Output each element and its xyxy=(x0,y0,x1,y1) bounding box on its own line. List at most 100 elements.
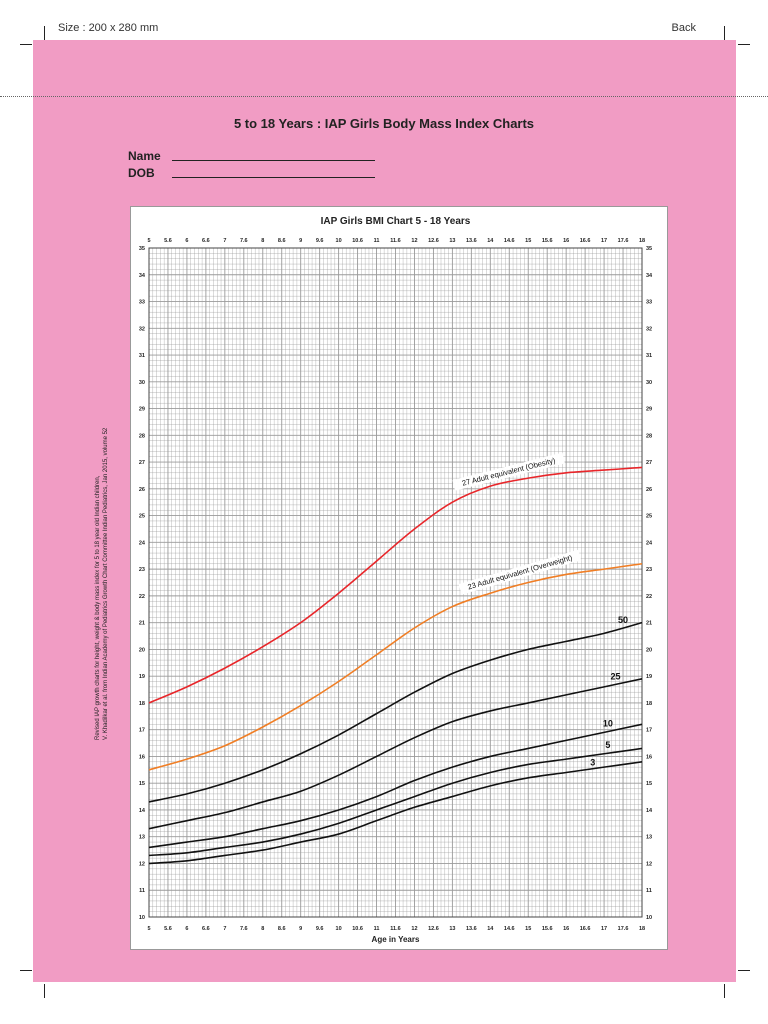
y-tick-label: 19 xyxy=(646,674,652,680)
y-tick-label: 14 xyxy=(646,808,653,814)
y-tick-label: 11 xyxy=(139,888,145,894)
series-label-background xyxy=(458,549,582,595)
y-tick-label: 18 xyxy=(646,701,652,707)
x-tick-label: 13.6 xyxy=(466,238,477,244)
plot-border xyxy=(148,247,643,918)
y-tick-label: 25 xyxy=(646,514,652,520)
y-tick-label: 27 xyxy=(139,460,145,466)
x-tick-label: 7 xyxy=(223,926,226,932)
x-tick-label: 15.6 xyxy=(542,926,553,932)
y-tick-label: 10 xyxy=(139,915,145,921)
y-tick-label: 26 xyxy=(139,487,145,493)
x-tick-label: 11.6 xyxy=(390,926,400,932)
y-tick-label: 31 xyxy=(646,353,652,359)
dob-label: DOB xyxy=(128,166,155,180)
x-tick-label: 6.6 xyxy=(202,926,210,932)
y-tick-label: 16 xyxy=(646,754,652,760)
x-tick-label: 10 xyxy=(336,238,342,244)
x-tick-label: 6 xyxy=(185,238,188,244)
page-size-label: Size : 200 x 280 mm xyxy=(58,22,159,34)
x-tick-label: 16 xyxy=(563,238,569,244)
crop-mark-top-right xyxy=(724,26,725,40)
chart-title: IAP Girls BMI Chart 5 - 18 Years xyxy=(321,216,471,227)
crop-mark-top-left xyxy=(44,26,45,40)
y-tick-label: 10 xyxy=(646,915,652,921)
y-tick-label: 20 xyxy=(646,647,652,653)
x-tick-label: 14 xyxy=(487,926,494,932)
y-tick-label: 12 xyxy=(646,861,652,867)
x-tick-label: 10.6 xyxy=(352,926,363,932)
x-tick-label: 5 xyxy=(147,926,150,932)
source-citation-line1: Revised IAP growth charts for height, we… xyxy=(95,475,101,740)
y-tick-label: 23 xyxy=(646,567,652,573)
y-tick-label: 23 xyxy=(139,567,145,573)
y-tick-label: 29 xyxy=(139,407,145,413)
back-link[interactable]: Back xyxy=(671,22,696,34)
y-tick-label: 25 xyxy=(139,514,145,520)
y-tick-label: 29 xyxy=(646,407,652,413)
dob-field[interactable] xyxy=(172,177,375,178)
crop-mark-bottom-left xyxy=(44,984,45,998)
x-tick-label: 8.6 xyxy=(278,238,286,244)
x-tick-label: 9 xyxy=(299,238,302,244)
y-tick-label: 11 xyxy=(646,888,652,894)
x-tick-label: 15 xyxy=(525,926,531,932)
series-label: 10 xyxy=(603,719,613,729)
x-tick-label: 9 xyxy=(299,926,302,932)
series-label: 5 xyxy=(605,740,610,750)
y-tick-label: 18 xyxy=(139,701,145,707)
y-tick-label: 30 xyxy=(139,380,145,386)
x-tick-label: 13 xyxy=(449,238,455,244)
x-tick-label: 5.6 xyxy=(164,238,172,244)
bmi-chart: IAP Girls BMI Chart 5 - 18 Years Age in Y… xyxy=(139,216,653,944)
y-tick-label: 32 xyxy=(139,326,145,332)
x-tick-label: 12 xyxy=(411,238,417,244)
x-tick-label: 15 xyxy=(525,238,531,244)
y-tick-label: 20 xyxy=(139,647,145,653)
x-tick-label: 7 xyxy=(223,238,226,244)
y-tick-label: 21 xyxy=(646,621,652,627)
source-citation-line2: V. Khadilkar et al. from Indian Academy … xyxy=(103,427,109,740)
x-tick-label: 7.6 xyxy=(240,238,248,244)
x-tick-label: 17.6 xyxy=(618,926,629,932)
y-tick-label: 13 xyxy=(646,835,652,841)
x-tick-label: 13 xyxy=(449,926,455,932)
x-tick-label: 12.6 xyxy=(428,926,439,932)
x-tick-label: 6 xyxy=(185,926,188,932)
y-tick-label: 28 xyxy=(139,433,145,439)
chart-panel: IAP Girls BMI Chart 5 - 18 Years Age in Y… xyxy=(130,206,668,950)
y-tick-label: 22 xyxy=(139,594,145,600)
source-citation: Revised IAP growth charts for height, we… xyxy=(94,428,110,740)
series-line xyxy=(148,747,643,857)
y-tick-label: 35 xyxy=(139,246,145,252)
x-tick-label: 8.6 xyxy=(278,926,286,932)
series-line xyxy=(148,466,643,704)
x-tick-label: 5.6 xyxy=(164,926,172,932)
y-tick-label: 21 xyxy=(139,621,145,627)
series-line xyxy=(148,621,643,803)
series-label: 3 xyxy=(590,758,595,768)
y-tick-label: 28 xyxy=(646,433,652,439)
x-tick-label: 12.6 xyxy=(428,238,439,244)
x-tick-label: 7.6 xyxy=(240,926,248,932)
y-tick-label: 13 xyxy=(139,835,145,841)
y-tick-label: 12 xyxy=(139,861,145,867)
x-tick-label: 9.6 xyxy=(316,238,324,244)
y-tick-label: 33 xyxy=(646,300,652,306)
x-tick-label: 8 xyxy=(261,238,264,244)
x-tick-label: 18 xyxy=(639,238,645,244)
x-tick-label: 5 xyxy=(147,238,150,244)
crop-mark-left-bottom xyxy=(20,970,32,971)
y-tick-label: 27 xyxy=(646,460,652,466)
series-label: 50 xyxy=(618,615,628,625)
x-tick-label: 16.6 xyxy=(580,238,591,244)
series-line xyxy=(148,562,643,771)
name-field[interactable] xyxy=(172,160,375,161)
y-tick-label: 31 xyxy=(139,353,145,359)
y-tick-label: 19 xyxy=(139,674,145,680)
x-tick-label: 8 xyxy=(261,926,264,932)
x-tick-label: 11 xyxy=(374,238,380,244)
y-tick-label: 30 xyxy=(646,380,652,386)
x-tick-label: 10.6 xyxy=(352,238,363,244)
series-line xyxy=(148,678,643,830)
